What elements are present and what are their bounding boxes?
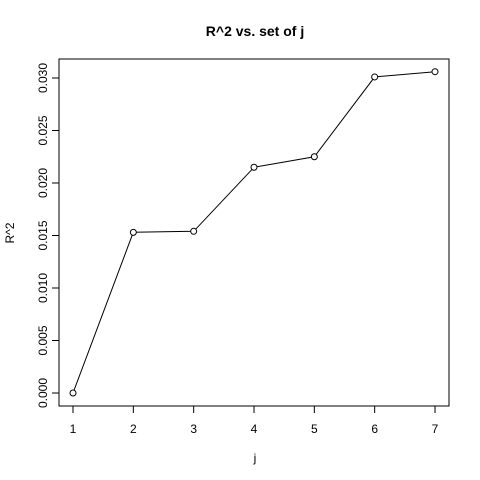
x-tick-label: 5 (311, 422, 318, 436)
x-tick-label: 2 (130, 422, 137, 436)
y-tick-label: 0.010 (36, 273, 50, 303)
x-tick-label: 4 (251, 422, 258, 436)
data-point (251, 164, 257, 170)
x-tick-label: 7 (432, 422, 439, 436)
y-axis-label: R^2 (3, 222, 17, 243)
data-point (191, 228, 197, 234)
x-tick-label: 3 (190, 422, 197, 436)
y-tick-label: 0.030 (36, 63, 50, 93)
data-point (130, 229, 136, 235)
y-tick-label: 0.020 (36, 168, 50, 198)
data-point (70, 390, 76, 396)
y-tick-label: 0.000 (36, 378, 50, 408)
y-tick-label: 0.005 (36, 325, 50, 355)
data-point (311, 154, 317, 160)
y-tick-label: 0.025 (36, 115, 50, 145)
x-axis-label: j (253, 451, 257, 465)
x-tick-label: 1 (70, 422, 77, 436)
data-point (432, 69, 438, 75)
chart-title: R^2 vs. set of j (206, 23, 304, 39)
data-point (372, 74, 378, 80)
y-tick-label: 0.015 (36, 220, 50, 250)
x-tick-label: 6 (371, 422, 378, 436)
